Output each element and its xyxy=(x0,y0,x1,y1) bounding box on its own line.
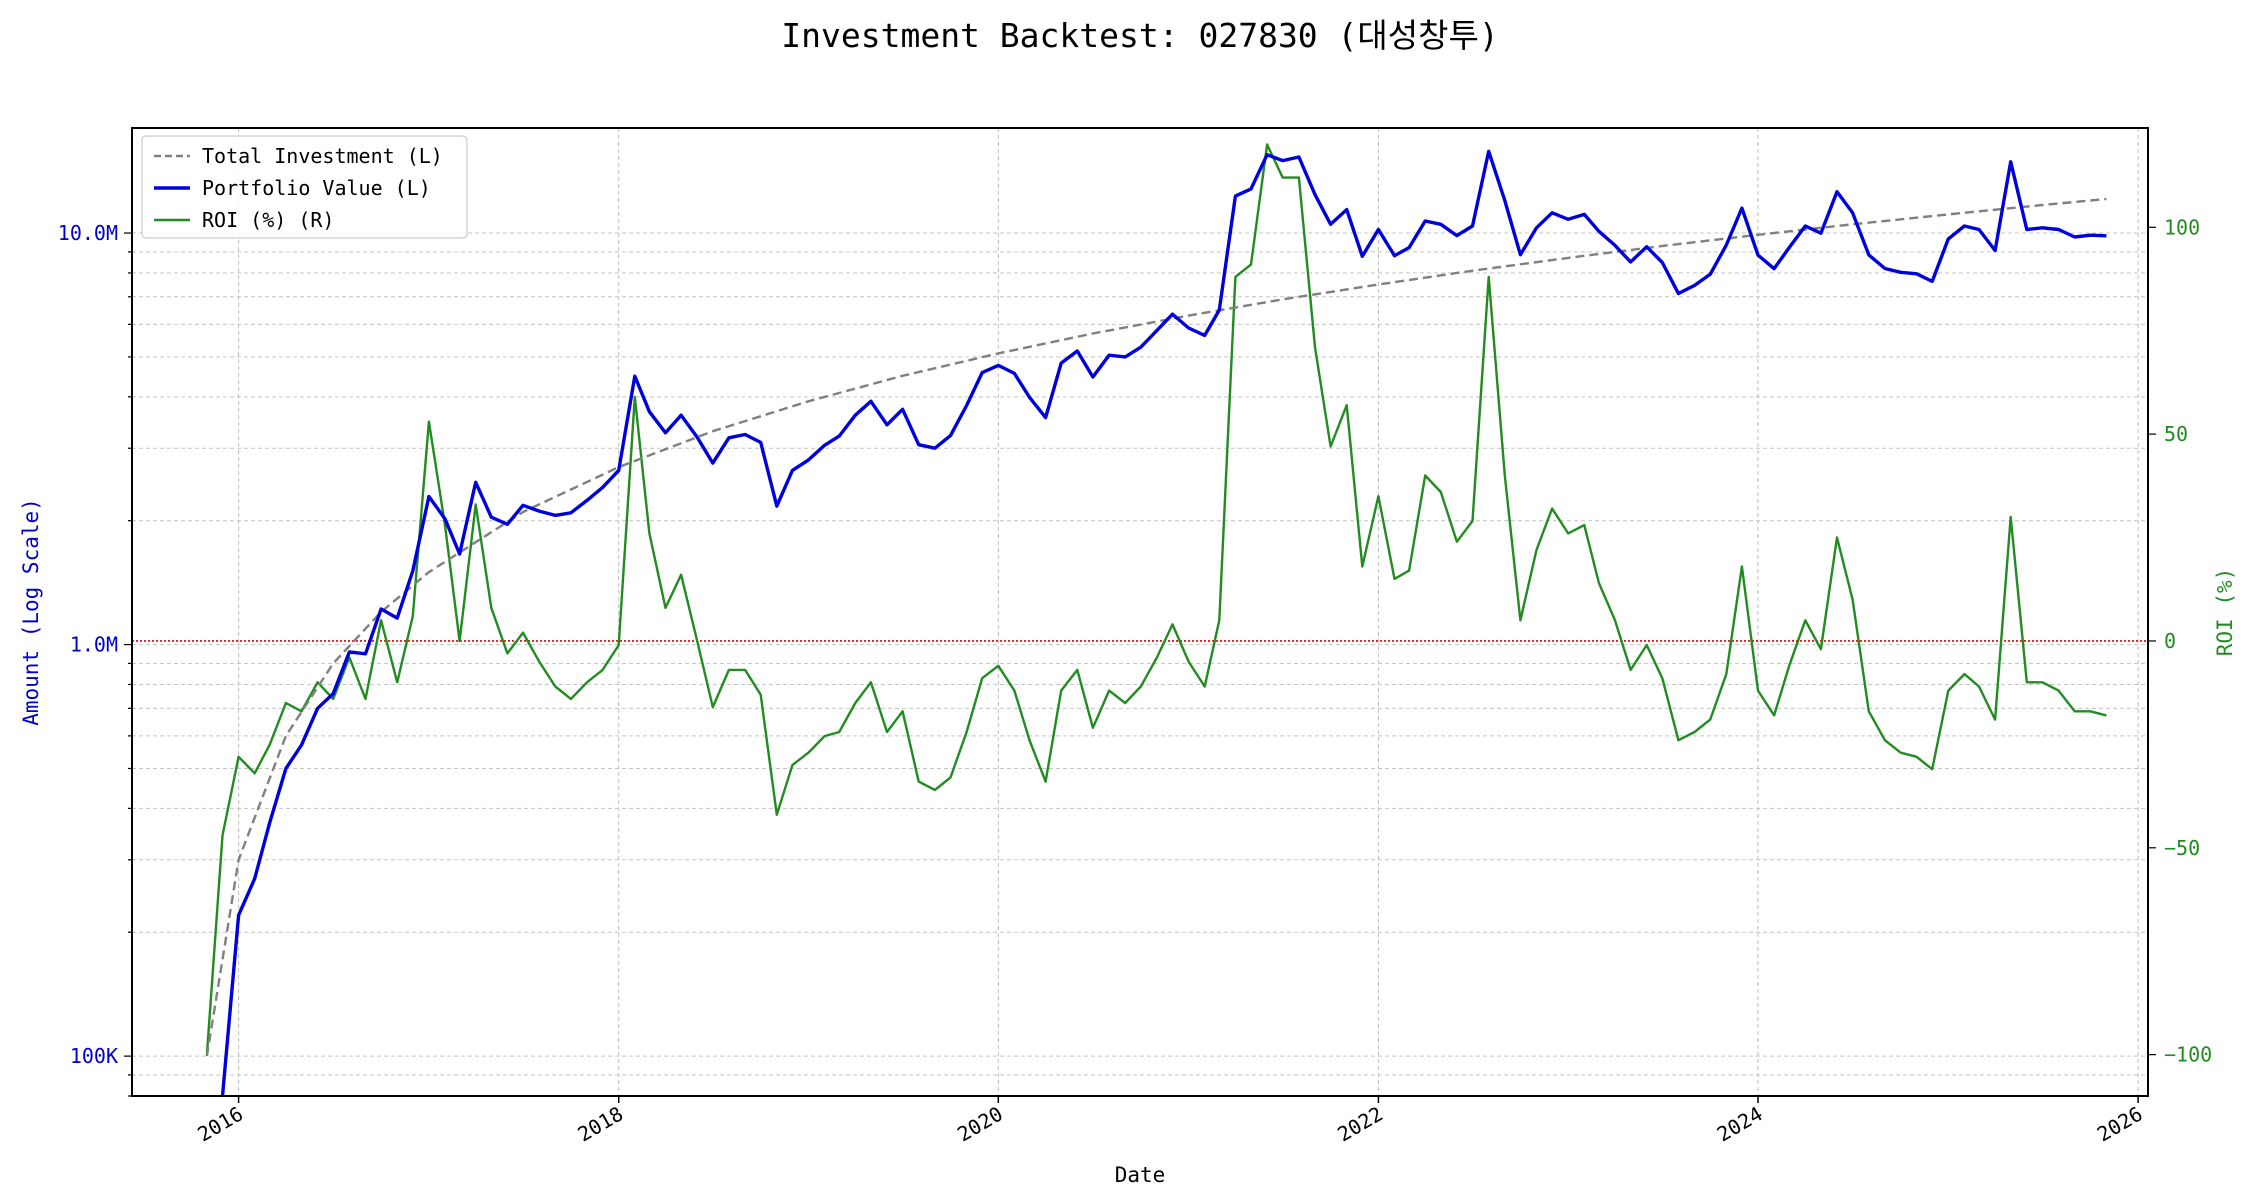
total-investment-line xyxy=(205,197,2107,1057)
x-tick-label: 2026 xyxy=(2093,1102,2147,1147)
x-tick-label: 2016 xyxy=(193,1102,247,1147)
chart-title: Investment Backtest: 027830 (대성창투) xyxy=(781,16,1498,55)
y-right-tick-label: 0 xyxy=(2164,629,2176,653)
axis-layer: 2016 2018 2020 2022 2024 2026 100K 1.0M 10.0M −10… xyxy=(58,215,2212,1146)
series-layer xyxy=(132,143,2148,1097)
x-tick-label: 2022 xyxy=(1333,1102,1387,1147)
legend-label: ROI (%) (R) xyxy=(202,208,334,232)
y-right-tick-label: −50 xyxy=(2164,836,2200,860)
y-axis-left-label: Amount (Log Scale) xyxy=(19,498,43,726)
y-left-tick-label: 10.0M xyxy=(58,221,118,245)
x-tick-label: 2024 xyxy=(1713,1102,1767,1147)
y-right-tick-label: −100 xyxy=(2164,1043,2212,1067)
x-tick-label: 2018 xyxy=(573,1102,627,1147)
legend: Total Investment (L) Portfolio Value (L) R… xyxy=(141,135,468,239)
y-axis-right-label: ROI (%) xyxy=(2213,568,2237,657)
legend-label: Total Investment (L) xyxy=(202,144,443,168)
y-left-tick-label: 1.0M xyxy=(70,633,118,657)
x-tick-label: 2020 xyxy=(953,1102,1007,1147)
roi-line xyxy=(205,143,2107,1055)
x-axis-label: Date xyxy=(1115,1163,1166,1187)
grid-layer xyxy=(132,128,2148,1097)
y-right-tick-label: 100 xyxy=(2164,215,2200,239)
legend-label: Portfolio Value (L) xyxy=(202,176,431,200)
legend-box xyxy=(141,135,468,239)
y-right-tick-label: 50 xyxy=(2164,422,2188,446)
portfolio-value-line xyxy=(220,149,2107,1097)
plot-frame xyxy=(131,127,2149,1097)
y-left-tick-label: 100K xyxy=(70,1044,118,1068)
